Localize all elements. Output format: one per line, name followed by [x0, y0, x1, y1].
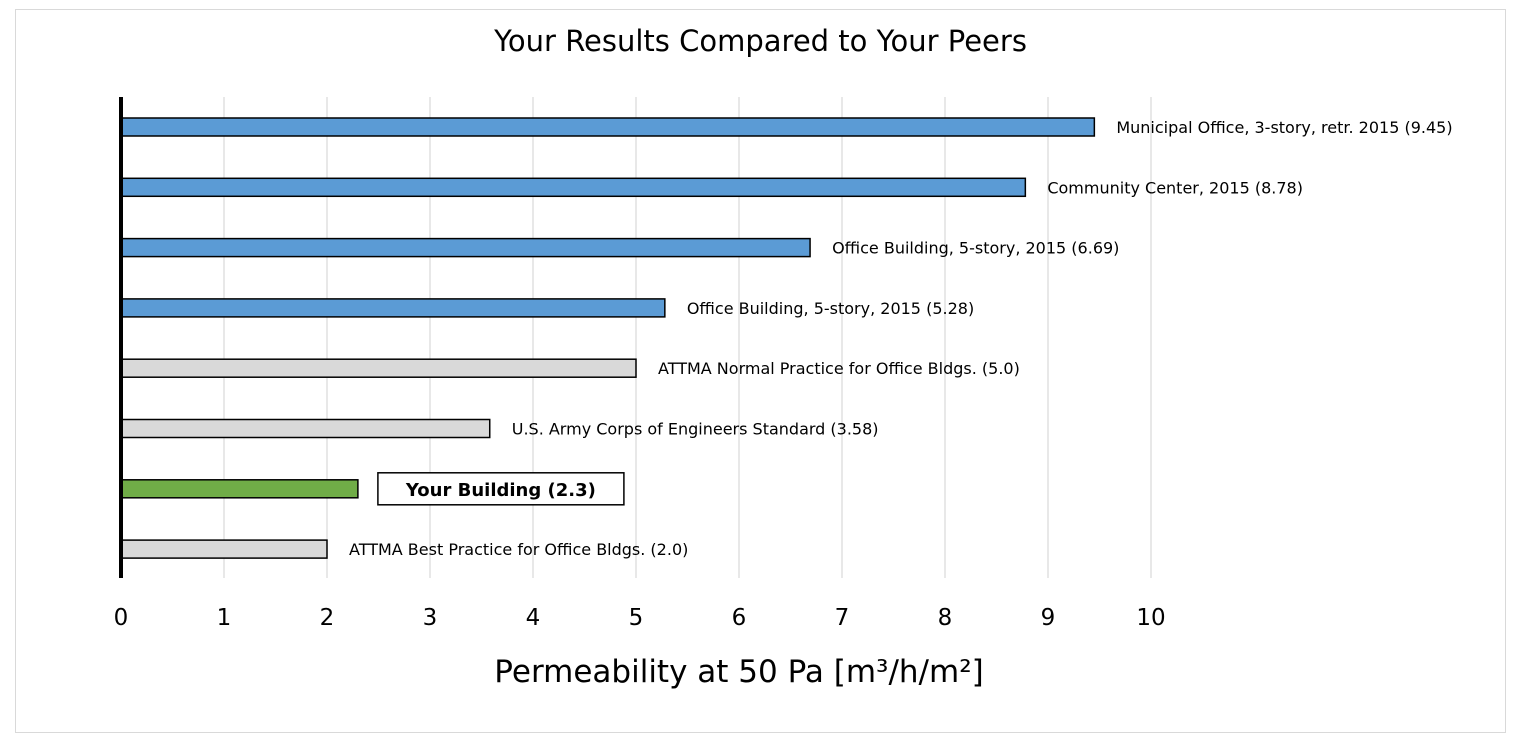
x-tick-label-10: 10 — [1136, 605, 1165, 631]
bar-8 — [120, 539, 328, 559]
bar-label-5: ATTMA Normal Practice for Office Bldgs. … — [658, 359, 1020, 378]
gridlines — [223, 97, 1152, 578]
chart-title: Your Results Compared to Your Peers — [494, 24, 1027, 58]
x-axis-title: Permeability at 50 Pa [m³/h/m²] — [494, 654, 984, 690]
bar-label-7: Your Building (2.3) — [405, 480, 596, 501]
bar-labels: Municipal Office, 3-story, retr. 2015 (9… — [349, 118, 1453, 559]
x-tick-label-8: 8 — [938, 605, 953, 631]
bar-label-3: Office Building, 5-story, 2015 (6.69) — [832, 239, 1119, 258]
bar-label-8: ATTMA Best Practice for Office Bldgs. (2… — [349, 540, 688, 559]
x-tick-label-5: 5 — [629, 605, 644, 631]
x-tick-labels: 0 1 2 3 4 5 6 7 8 9 10 — [114, 605, 1166, 631]
bar-label-1: Municipal Office, 3-story, retr. 2015 (9… — [1116, 118, 1452, 137]
x-tick-label-6: 6 — [732, 605, 747, 631]
x-tick-label-9: 9 — [1041, 605, 1056, 631]
bar-1 — [120, 117, 1096, 137]
bars — [120, 117, 1096, 559]
x-tick-label-4: 4 — [526, 605, 541, 631]
x-tick-label-1: 1 — [217, 605, 232, 631]
bar-7 — [120, 479, 359, 499]
bar-4 — [120, 298, 666, 318]
x-tick-label-2: 2 — [320, 605, 335, 631]
x-tick-label-7: 7 — [835, 605, 850, 631]
x-tick-label-3: 3 — [423, 605, 438, 631]
bar-label-2: Community Center, 2015 (8.78) — [1047, 178, 1303, 197]
bar-2 — [120, 177, 1027, 198]
bar-label-6: U.S. Army Corps of Engineers Standard (3… — [512, 420, 879, 439]
x-tick-label-0: 0 — [114, 605, 129, 631]
bar-label-4: Office Building, 5-story, 2015 (5.28) — [687, 299, 974, 318]
bar-3 — [120, 237, 811, 258]
bar-5 — [120, 358, 637, 378]
highlight-label-box — [377, 472, 625, 506]
bar-6 — [120, 418, 491, 439]
